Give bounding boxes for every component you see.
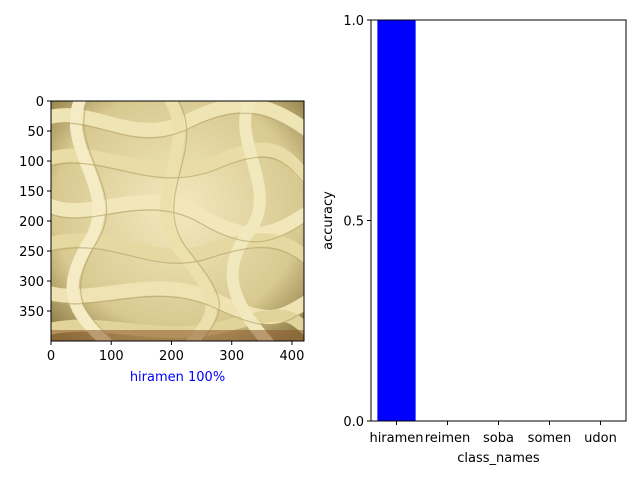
- image-x-tick-label: 400: [280, 349, 305, 364]
- noodle-photo: [51, 101, 304, 341]
- image-y-tick-label: 100: [19, 155, 44, 170]
- bar-x-tick-label: hiramen: [369, 431, 423, 446]
- bar-x-tick-label: reimen: [425, 431, 471, 446]
- image-y-tick-label: 150: [19, 185, 44, 200]
- image-axes: 0 100 200 300 400 0 50 100 150 200 250 300 350 hira…: [19, 95, 305, 385]
- image-y-tick-label: 350: [19, 305, 44, 320]
- bar-x-tick-label: soba: [483, 431, 514, 446]
- bar-y-tick-label: 0.0: [343, 415, 364, 430]
- image-x-tick-label: 0: [47, 349, 55, 364]
- bar-chart-axes: hiramen reimen soba somen udon 0.0 0.5 1.0 cla…: [321, 14, 627, 466]
- image-y-tick-label: 300: [19, 275, 44, 290]
- bar-y-axis-label: accuracy: [321, 191, 336, 250]
- image-x-tick-label: 300: [219, 349, 244, 364]
- bar-hiramen: [377, 20, 416, 421]
- bar-y-tick-label: 0.5: [343, 215, 364, 230]
- image-y-tick-label: 200: [19, 215, 44, 230]
- bar-x-axis-label: class_names: [457, 451, 540, 466]
- image-y-tick-label: 0: [36, 95, 44, 110]
- bar-y-tick-label: 1.0: [343, 14, 364, 29]
- bar-x-tick-label: somen: [528, 431, 572, 446]
- image-x-tick-label: 100: [99, 349, 124, 364]
- prediction-label: hiramen 100%: [130, 370, 225, 385]
- image-x-tick-label: 200: [159, 349, 184, 364]
- image-y-tick-label: 50: [27, 125, 44, 140]
- image-y-tick-label: 250: [19, 245, 44, 260]
- bar-x-tick-label: udon: [584, 431, 617, 446]
